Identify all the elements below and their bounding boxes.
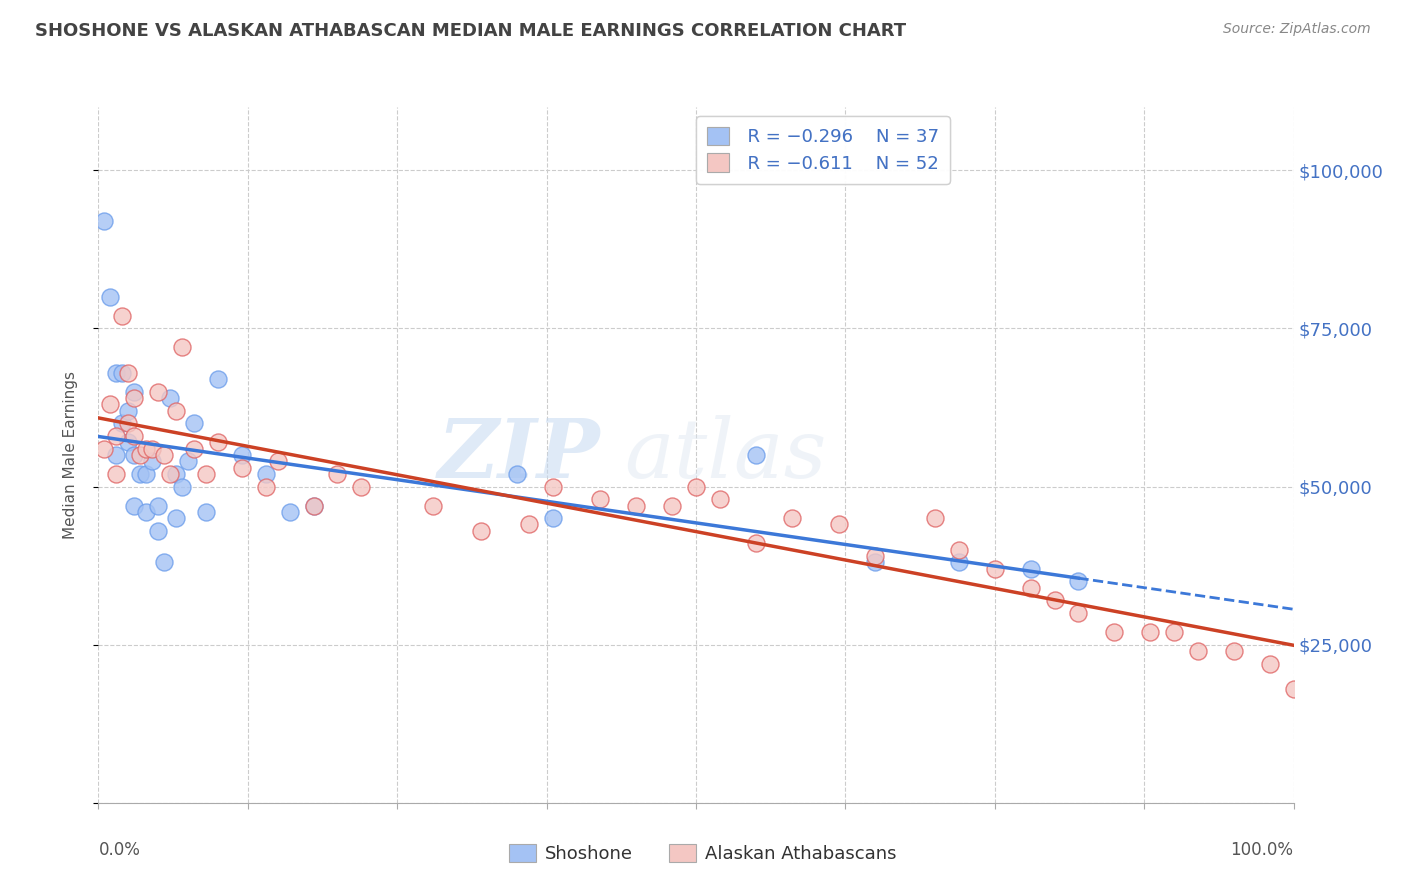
Point — [172, 479, 194, 493]
Y-axis label: Median Male Earnings: Median Male Earnings — [63, 371, 77, 539]
Point — [153, 556, 176, 570]
Point — [207, 372, 229, 386]
Text: 0.0%: 0.0% — [98, 841, 141, 859]
Point — [254, 467, 277, 481]
Point — [117, 366, 139, 380]
Point — [685, 479, 707, 493]
Point — [165, 511, 187, 525]
Point — [135, 442, 157, 456]
Point — [93, 442, 115, 456]
Point — [159, 467, 181, 481]
Point — [350, 479, 373, 493]
Legend:   R = −0.296    N = 37,   R = −0.611    N = 52: R = −0.296 N = 37, R = −0.611 N = 52 — [696, 116, 950, 184]
Point — [517, 517, 540, 532]
Point — [1222, 644, 1246, 658]
Point — [780, 511, 803, 525]
Point — [948, 542, 970, 557]
Point — [1043, 593, 1066, 607]
Point — [1187, 644, 1209, 658]
Point — [231, 460, 253, 475]
Point — [117, 435, 139, 450]
Point — [159, 391, 181, 405]
Point — [172, 340, 194, 354]
Point — [470, 524, 492, 538]
Point — [1067, 606, 1090, 620]
Point — [148, 384, 170, 399]
Point — [183, 442, 205, 456]
Point — [506, 467, 529, 481]
Point — [105, 467, 128, 481]
Point — [278, 505, 301, 519]
Point — [626, 499, 648, 513]
Point — [1067, 574, 1090, 589]
Point — [302, 499, 325, 513]
Text: 100.0%: 100.0% — [1230, 841, 1294, 859]
Point — [141, 442, 163, 456]
Point — [135, 505, 157, 519]
Point — [1102, 625, 1125, 640]
Point — [105, 366, 128, 380]
Text: ZIP: ZIP — [437, 415, 600, 495]
Point — [124, 448, 146, 462]
Point — [267, 454, 290, 468]
Text: atlas: atlas — [624, 415, 827, 495]
Text: SHOSHONE VS ALASKAN ATHABASCAN MEDIAN MALE EARNINGS CORRELATION CHART: SHOSHONE VS ALASKAN ATHABASCAN MEDIAN MA… — [35, 22, 907, 40]
Point — [231, 448, 253, 462]
Point — [135, 467, 157, 481]
Point — [1258, 657, 1281, 671]
Point — [863, 556, 887, 570]
Point — [924, 511, 946, 525]
Point — [165, 467, 187, 481]
Point — [1163, 625, 1185, 640]
Point — [111, 417, 134, 431]
Point — [124, 499, 146, 513]
Text: Source: ZipAtlas.com: Source: ZipAtlas.com — [1223, 22, 1371, 37]
Point — [745, 448, 768, 462]
Point — [93, 214, 115, 228]
Point — [124, 429, 146, 443]
Point — [98, 397, 122, 411]
Point — [207, 435, 229, 450]
Point — [948, 556, 970, 570]
Point — [129, 467, 152, 481]
Point — [98, 290, 122, 304]
Point — [828, 517, 851, 532]
Point — [105, 429, 128, 443]
Point — [148, 524, 170, 538]
Point — [709, 492, 731, 507]
Point — [1282, 681, 1305, 696]
Point — [117, 403, 139, 417]
Point — [1019, 581, 1042, 595]
Point — [129, 448, 152, 462]
Point — [124, 384, 146, 399]
Point — [141, 454, 163, 468]
Point — [105, 448, 128, 462]
Point — [111, 366, 134, 380]
Point — [117, 417, 139, 431]
Point — [165, 403, 187, 417]
Point — [541, 479, 564, 493]
Point — [422, 499, 444, 513]
Point — [302, 499, 325, 513]
Legend: Shoshone, Alaskan Athabascans: Shoshone, Alaskan Athabascans — [498, 833, 908, 874]
Point — [326, 467, 349, 481]
Point — [863, 549, 887, 563]
Point — [111, 309, 134, 323]
Point — [153, 448, 176, 462]
Point — [589, 492, 612, 507]
Point — [148, 499, 170, 513]
Point — [984, 562, 1007, 576]
Point — [661, 499, 683, 513]
Point — [541, 511, 564, 525]
Point — [254, 479, 277, 493]
Point — [194, 467, 218, 481]
Point — [183, 417, 205, 431]
Point — [745, 536, 768, 550]
Point — [1139, 625, 1161, 640]
Point — [177, 454, 200, 468]
Point — [1019, 562, 1042, 576]
Point — [124, 391, 146, 405]
Point — [194, 505, 218, 519]
